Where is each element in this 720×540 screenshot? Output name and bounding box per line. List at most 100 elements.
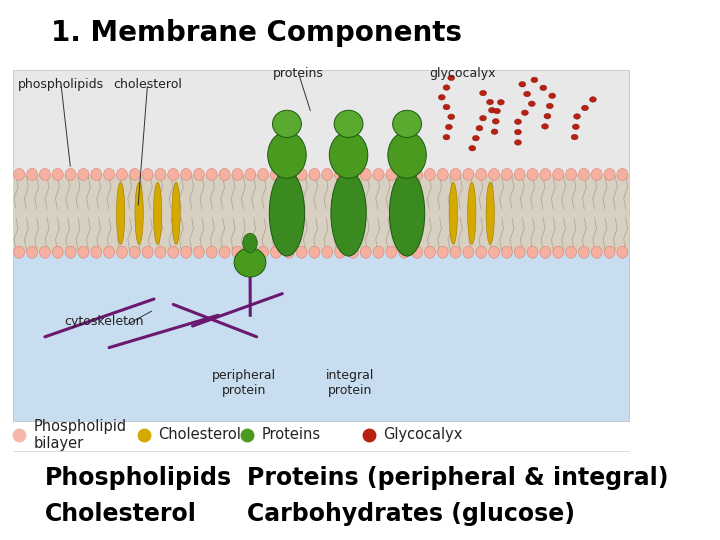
- Ellipse shape: [283, 168, 294, 180]
- Text: Glycocalyx: Glycocalyx: [383, 427, 462, 442]
- Ellipse shape: [142, 246, 153, 258]
- Text: Proteins: Proteins: [261, 427, 320, 442]
- Ellipse shape: [331, 171, 366, 256]
- Ellipse shape: [117, 182, 125, 245]
- Ellipse shape: [168, 168, 179, 180]
- Ellipse shape: [480, 90, 487, 96]
- Text: cytoskeleton: cytoskeleton: [64, 315, 144, 328]
- Ellipse shape: [53, 168, 63, 180]
- Ellipse shape: [515, 119, 521, 125]
- Ellipse shape: [488, 107, 495, 113]
- Ellipse shape: [399, 168, 410, 180]
- Ellipse shape: [104, 168, 114, 180]
- Ellipse shape: [181, 246, 192, 258]
- Ellipse shape: [540, 85, 546, 91]
- Ellipse shape: [443, 85, 450, 90]
- Ellipse shape: [399, 246, 410, 258]
- Ellipse shape: [348, 168, 359, 180]
- Ellipse shape: [322, 168, 333, 180]
- Ellipse shape: [386, 246, 397, 258]
- Ellipse shape: [245, 168, 256, 180]
- Ellipse shape: [476, 168, 487, 180]
- Ellipse shape: [514, 168, 525, 180]
- Text: Phospholipids: Phospholipids: [45, 466, 232, 490]
- Ellipse shape: [515, 140, 521, 145]
- Ellipse shape: [373, 246, 384, 258]
- Ellipse shape: [40, 246, 50, 258]
- Ellipse shape: [390, 171, 425, 256]
- Ellipse shape: [335, 168, 346, 180]
- Ellipse shape: [360, 168, 372, 180]
- Text: proteins: proteins: [273, 68, 324, 80]
- Ellipse shape: [258, 168, 269, 180]
- Ellipse shape: [523, 91, 531, 97]
- Ellipse shape: [591, 168, 602, 180]
- Ellipse shape: [487, 99, 493, 105]
- Ellipse shape: [388, 132, 426, 178]
- Text: peripheral
protein: peripheral protein: [212, 369, 276, 397]
- Ellipse shape: [181, 168, 192, 180]
- Ellipse shape: [493, 109, 500, 114]
- Ellipse shape: [65, 246, 76, 258]
- Ellipse shape: [296, 246, 307, 258]
- Text: integral
protein: integral protein: [325, 369, 374, 397]
- Ellipse shape: [463, 168, 474, 180]
- Ellipse shape: [425, 168, 436, 180]
- Ellipse shape: [469, 145, 476, 151]
- Ellipse shape: [450, 168, 461, 180]
- Ellipse shape: [207, 246, 217, 258]
- Bar: [13, 213, 629, 421]
- Ellipse shape: [476, 125, 483, 131]
- Ellipse shape: [498, 99, 504, 105]
- Ellipse shape: [425, 246, 436, 258]
- Ellipse shape: [546, 103, 553, 109]
- Ellipse shape: [521, 110, 528, 116]
- Ellipse shape: [91, 168, 102, 180]
- Ellipse shape: [480, 116, 487, 121]
- Ellipse shape: [91, 246, 102, 258]
- Ellipse shape: [412, 168, 423, 180]
- Ellipse shape: [438, 94, 445, 100]
- Ellipse shape: [553, 168, 564, 180]
- Ellipse shape: [527, 246, 538, 258]
- Ellipse shape: [574, 114, 580, 119]
- Bar: [13, 174, 629, 252]
- Ellipse shape: [514, 246, 525, 258]
- Bar: [13, 70, 629, 213]
- Ellipse shape: [489, 246, 500, 258]
- Ellipse shape: [135, 182, 143, 245]
- Ellipse shape: [443, 104, 450, 110]
- Ellipse shape: [130, 246, 140, 258]
- Ellipse shape: [590, 97, 596, 102]
- Ellipse shape: [65, 168, 76, 180]
- Ellipse shape: [604, 168, 615, 180]
- Text: Proteins (peripheral & integral): Proteins (peripheral & integral): [247, 466, 669, 490]
- Ellipse shape: [272, 110, 302, 138]
- Text: 1. Membrane Components: 1. Membrane Components: [51, 19, 462, 47]
- Ellipse shape: [467, 182, 476, 245]
- Ellipse shape: [172, 182, 180, 245]
- Ellipse shape: [194, 168, 204, 180]
- Ellipse shape: [373, 168, 384, 180]
- Ellipse shape: [14, 246, 24, 258]
- Ellipse shape: [531, 77, 538, 83]
- Ellipse shape: [219, 168, 230, 180]
- Ellipse shape: [234, 248, 266, 277]
- Ellipse shape: [501, 168, 513, 180]
- Ellipse shape: [155, 246, 166, 258]
- Ellipse shape: [269, 171, 305, 256]
- Ellipse shape: [553, 246, 564, 258]
- Ellipse shape: [40, 168, 50, 180]
- Ellipse shape: [491, 129, 498, 134]
- Ellipse shape: [604, 246, 615, 258]
- Text: Cholesterol: Cholesterol: [158, 427, 241, 442]
- Text: phospholipids: phospholipids: [18, 78, 104, 91]
- Ellipse shape: [501, 246, 513, 258]
- Ellipse shape: [591, 246, 602, 258]
- Ellipse shape: [104, 246, 114, 258]
- Text: Phospholipid
bilayer: Phospholipid bilayer: [33, 418, 127, 451]
- Ellipse shape: [448, 114, 455, 119]
- Ellipse shape: [472, 136, 480, 141]
- Ellipse shape: [207, 168, 217, 180]
- Ellipse shape: [168, 246, 179, 258]
